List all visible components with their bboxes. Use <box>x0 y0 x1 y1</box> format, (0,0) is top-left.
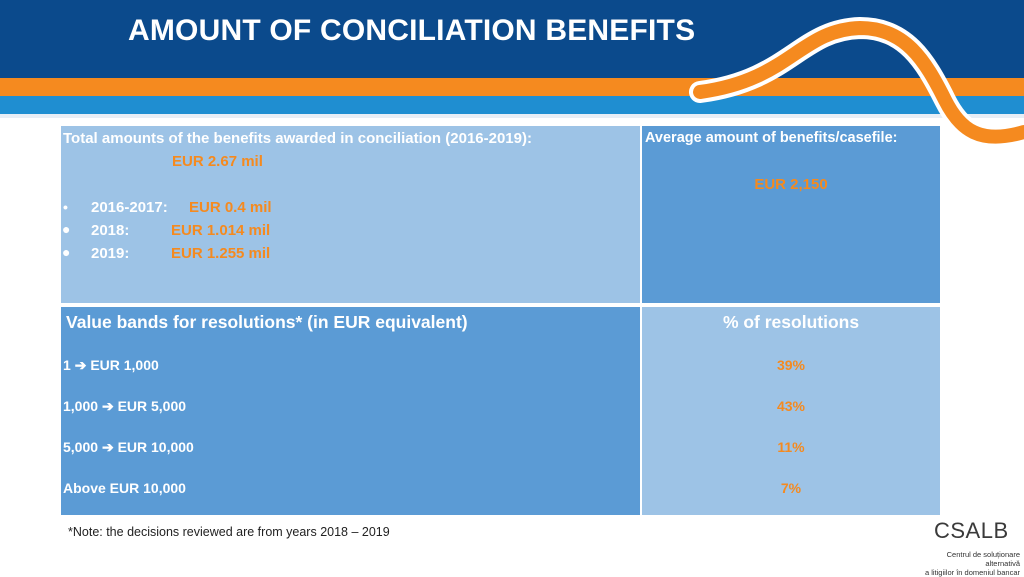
period-value: EUR 1.255 mil <box>171 245 271 262</box>
bullet-icon: ● <box>62 221 71 237</box>
average-benefit-title: Average amount of benefits/casefile: <box>645 130 898 146</box>
band-row: Above EUR 10,000 <box>63 480 186 496</box>
period-label: 2016-2017: <box>91 199 168 216</box>
logo-mark: CSALB <box>934 518 1009 543</box>
average-benefit-value: EUR 2,150 <box>754 176 828 193</box>
orange-stripe <box>0 78 1024 96</box>
bullet-icon: ● <box>62 244 71 260</box>
period-label: 2019: <box>91 245 130 262</box>
percent-value: 7% <box>780 480 802 496</box>
total-benefits-title: Total amounts of the benefits awarded in… <box>63 130 532 147</box>
csalb-logo: CSALB Centrul de soluționare alternativă… <box>914 518 1020 577</box>
bullet-icon: • <box>63 199 68 215</box>
percent-value: 39% <box>776 357 806 373</box>
arrow-right-icon: ➔ <box>101 439 114 455</box>
period-value: EUR 0.4 mil <box>189 199 272 216</box>
percent-value: 11% <box>777 439 805 455</box>
period-value: EUR 1.014 mil <box>171 222 271 239</box>
resolutions-percent-header: % of resolutions <box>722 312 860 332</box>
blue-stripe <box>0 96 1024 114</box>
arrow-right-icon: ➔ <box>101 398 114 414</box>
band-row: 5,000 ➔ EUR 10,000 <box>63 439 194 455</box>
arrow-right-icon: ➔ <box>74 357 87 373</box>
header-bar: AMOUNT OF CONCILIATION BENEFITS <box>0 0 1024 78</box>
page-title: AMOUNT OF CONCILIATION BENEFITS <box>128 14 696 47</box>
band-row: 1 ➔ EUR 1,000 <box>63 357 159 373</box>
value-bands-cell: Value bands for resolutions* (in EUR equ… <box>59 305 642 517</box>
period-label: 2018: <box>91 222 130 239</box>
total-benefits-amount: EUR 2.67 mil <box>172 153 263 170</box>
total-benefits-cell: Total amounts of the benefits awarded in… <box>59 124 642 305</box>
value-bands-header: Value bands for resolutions* (in EUR equ… <box>66 312 468 332</box>
footnote: *Note: the decisions reviewed are from y… <box>68 525 390 539</box>
white-stripe <box>0 114 1024 118</box>
percent-value: 43% <box>776 398 806 414</box>
average-benefit-cell: Average amount of benefits/casefile: EUR… <box>640 124 942 305</box>
band-row: 1,000 ➔ EUR 5,000 <box>63 398 187 414</box>
logo-caption: Centrul de soluționare alternativă a lit… <box>924 550 1020 577</box>
resolutions-percent-cell: % of resolutions 39% 43% 11% 7% <box>640 305 942 517</box>
